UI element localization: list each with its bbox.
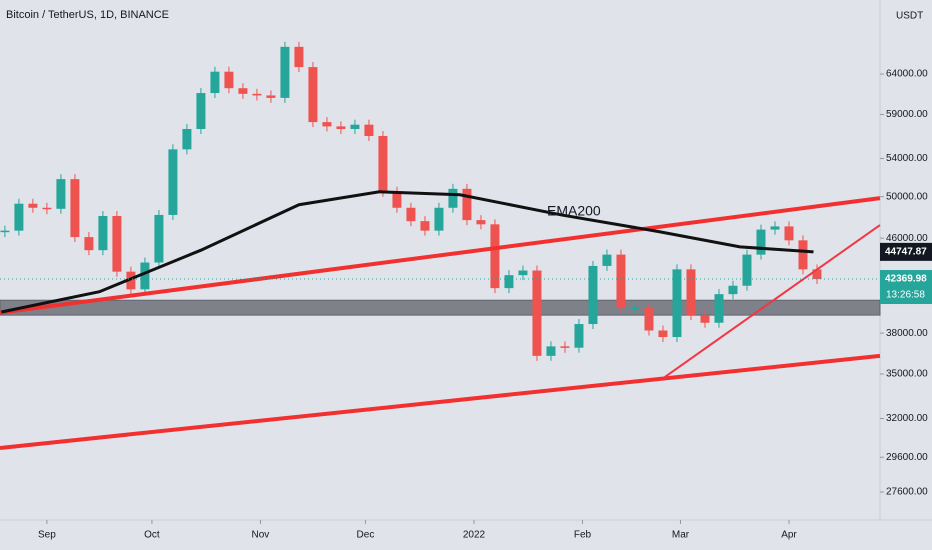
candle xyxy=(154,214,164,263)
candle xyxy=(322,122,332,127)
candle xyxy=(252,93,262,96)
candle xyxy=(658,330,668,338)
candle xyxy=(672,269,682,338)
candle xyxy=(140,262,150,290)
candle xyxy=(350,124,360,129)
candle xyxy=(476,220,486,225)
candle xyxy=(798,240,808,270)
x-tick-label: Dec xyxy=(357,530,375,541)
y-tick-label: 32000.00 xyxy=(886,413,928,424)
trendline xyxy=(662,224,881,380)
x-tick-label: Sep xyxy=(38,530,56,541)
currency: USDT xyxy=(896,11,923,22)
candle xyxy=(182,128,192,150)
candle xyxy=(700,315,710,323)
candle xyxy=(280,46,290,98)
candle xyxy=(224,71,234,89)
candle xyxy=(14,203,24,231)
candle xyxy=(392,191,402,208)
y-tick-label: 38000.00 xyxy=(886,328,928,339)
trendline xyxy=(0,196,881,315)
candle xyxy=(518,270,528,276)
y-tick-label: 46000.00 xyxy=(886,233,928,244)
candle xyxy=(686,269,696,316)
candle xyxy=(546,346,556,356)
plot xyxy=(0,41,881,450)
candle xyxy=(266,95,276,98)
candle xyxy=(364,124,374,136)
candle xyxy=(728,285,738,295)
candle xyxy=(378,135,388,192)
x-tick-label: Feb xyxy=(574,530,592,541)
trendline xyxy=(0,353,881,450)
candle xyxy=(210,71,220,94)
candle xyxy=(434,207,444,231)
y-tick-label: 64000.00 xyxy=(886,69,928,80)
candle xyxy=(70,179,80,238)
x-tick-label: Apr xyxy=(781,530,797,541)
candle xyxy=(42,207,52,210)
candle xyxy=(490,224,500,289)
candle xyxy=(616,254,626,308)
support-zone xyxy=(0,299,881,316)
candle xyxy=(56,179,66,209)
candle xyxy=(532,270,542,356)
candle xyxy=(630,307,640,310)
y-tick-label: 29600.00 xyxy=(886,452,928,463)
x-tick-label: Nov xyxy=(252,530,270,541)
ema-line xyxy=(1,190,814,314)
y-tick-label: 54000.00 xyxy=(886,153,928,164)
candle xyxy=(98,215,108,251)
candle xyxy=(406,207,416,222)
candle xyxy=(112,215,122,272)
candle xyxy=(462,188,472,221)
candle xyxy=(812,269,822,280)
x-tick-label: Oct xyxy=(144,530,160,541)
candle xyxy=(84,237,94,251)
ema-tag xyxy=(880,242,932,261)
last-price-tag xyxy=(880,270,932,305)
candle xyxy=(196,93,206,129)
candle xyxy=(336,126,346,129)
candle xyxy=(756,229,766,255)
candle xyxy=(770,226,780,230)
y-tick-label: 27600.00 xyxy=(886,487,928,498)
candle xyxy=(420,221,430,231)
candle xyxy=(574,324,584,348)
y-tick-label: 35000.00 xyxy=(886,369,928,380)
candle xyxy=(714,294,724,323)
y-tick-label: 59000.00 xyxy=(886,109,928,120)
candle xyxy=(294,46,304,68)
last-price-label: 42369.98 xyxy=(885,274,927,285)
candle xyxy=(238,88,248,94)
countdown: 13:26:58 xyxy=(886,290,925,301)
candle xyxy=(602,254,612,266)
candle xyxy=(504,275,514,289)
candle xyxy=(742,254,752,286)
ema-label: EMA200 xyxy=(547,203,601,219)
x-tick-label: 2022 xyxy=(463,530,486,541)
candle xyxy=(784,226,794,241)
candle xyxy=(448,188,458,208)
candle xyxy=(588,265,598,325)
candle xyxy=(0,230,10,233)
candle xyxy=(644,307,654,331)
candle xyxy=(168,149,178,215)
candle xyxy=(560,346,570,348)
candle xyxy=(126,271,136,290)
candle xyxy=(308,67,318,123)
ema-tag-label: 44747.87 xyxy=(885,247,927,258)
chart-title: Bitcoin / TetherUS, 1D, BINANCE xyxy=(6,9,169,21)
y-tick-label: 50000.00 xyxy=(886,191,928,202)
x-tick-label: Mar xyxy=(672,530,690,541)
candle xyxy=(28,203,38,208)
